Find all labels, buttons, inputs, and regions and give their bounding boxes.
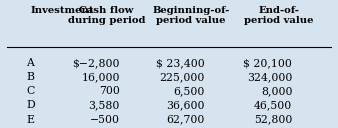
Text: 324,000: 324,000 [247, 72, 292, 82]
Text: −500: −500 [90, 115, 120, 125]
Text: A: A [26, 58, 34, 68]
Text: Beginning-of-
period value: Beginning-of- period value [152, 6, 230, 25]
Text: 52,800: 52,800 [254, 115, 292, 125]
Text: C: C [26, 86, 34, 96]
Text: 225,000: 225,000 [159, 72, 204, 82]
Text: E: E [26, 115, 34, 125]
Text: 36,600: 36,600 [166, 100, 204, 110]
Text: $−2,800: $−2,800 [72, 58, 120, 68]
Text: B: B [26, 72, 34, 82]
Text: $ 23,400: $ 23,400 [156, 58, 204, 68]
Text: Cash flow
during period: Cash flow during period [68, 6, 145, 25]
Text: End-of-
period value: End-of- period value [244, 6, 314, 25]
Text: 700: 700 [99, 86, 120, 96]
Text: 46,500: 46,500 [254, 100, 292, 110]
Text: 3,580: 3,580 [89, 100, 120, 110]
Text: 6,500: 6,500 [173, 86, 204, 96]
Text: 8,000: 8,000 [261, 86, 292, 96]
Text: D: D [26, 100, 35, 110]
Text: 16,000: 16,000 [81, 72, 120, 82]
Text: Investment: Investment [30, 6, 94, 15]
Text: $ 20,100: $ 20,100 [243, 58, 292, 68]
Text: 62,700: 62,700 [166, 115, 204, 125]
